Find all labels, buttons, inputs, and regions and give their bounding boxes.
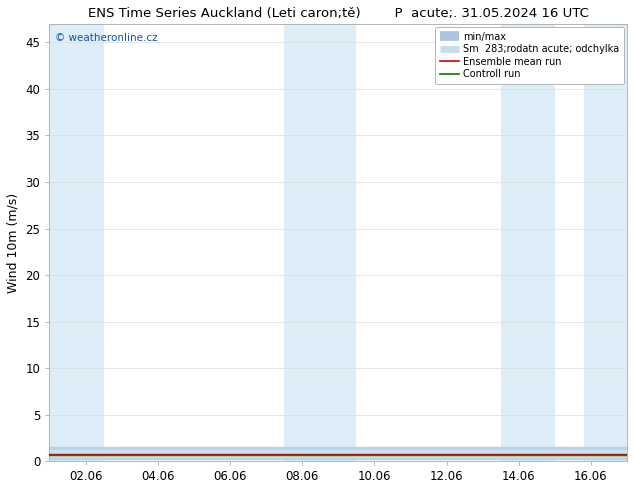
Bar xyxy=(584,24,627,461)
Text: © weatheronline.cz: © weatheronline.cz xyxy=(55,33,158,43)
Title: ENS Time Series Auckland (Leti caron;tě)        P  acute;. 31.05.2024 16 UTC: ENS Time Series Auckland (Leti caron;tě)… xyxy=(87,7,588,20)
Bar xyxy=(501,24,555,461)
Bar xyxy=(49,24,103,461)
Legend: min/max, Sm  283;rodatn acute; odchylka, Ensemble mean run, Controll run: min/max, Sm 283;rodatn acute; odchylka, … xyxy=(435,27,624,84)
Y-axis label: Wind 10m (m/s): Wind 10m (m/s) xyxy=(7,193,20,293)
Bar xyxy=(284,24,338,461)
Bar xyxy=(331,24,356,461)
